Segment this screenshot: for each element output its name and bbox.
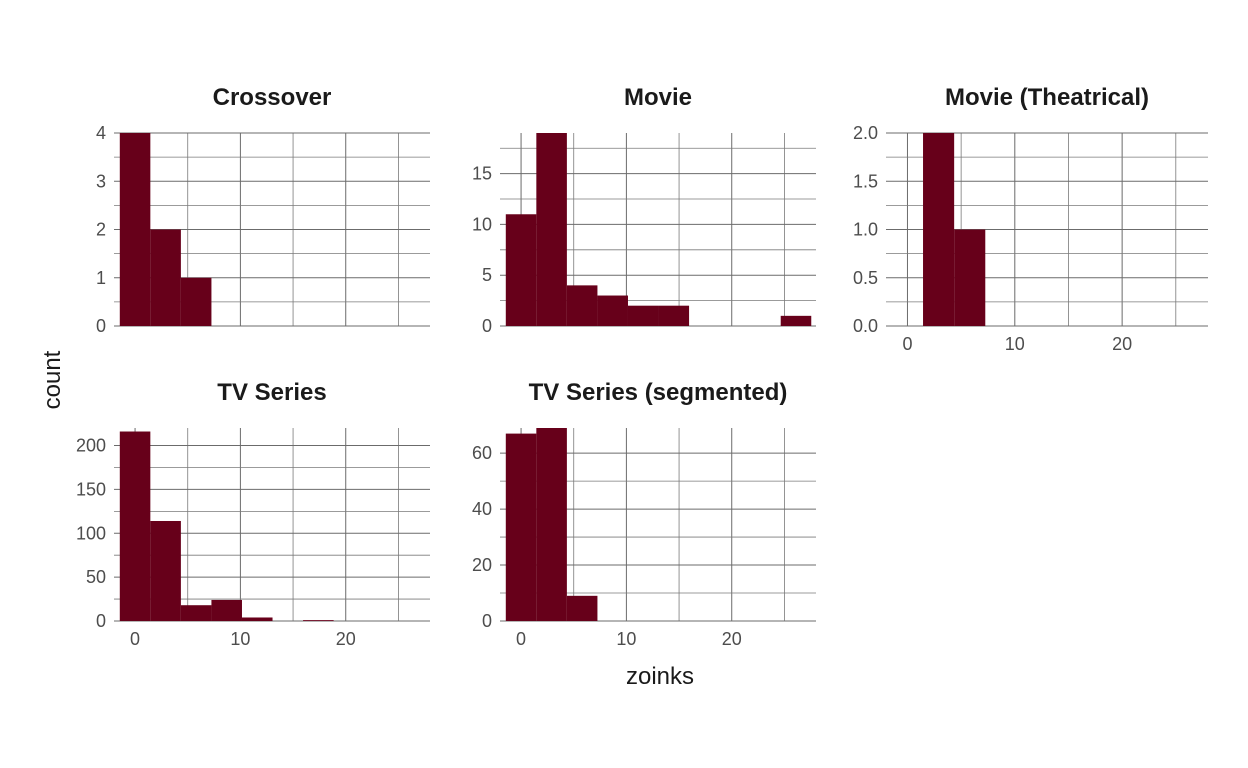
- y-tick-label: 0.5: [853, 268, 878, 288]
- histogram-bar: [505, 433, 537, 621]
- y-tick-label: 0: [482, 611, 492, 631]
- histogram-bar: [150, 520, 181, 621]
- histogram-bar: [536, 428, 567, 621]
- histogram-bar: [241, 617, 273, 621]
- facet-panel: 0 1 2 3 4 Crossover: [96, 84, 430, 336]
- histogram-bar: [505, 214, 537, 326]
- y-tick-label: 15: [472, 164, 492, 184]
- x-tick-label: 20: [722, 629, 742, 649]
- histogram-bar: [211, 599, 242, 621]
- y-tick-label: 1.0: [853, 220, 878, 240]
- y-tick-label: 5: [482, 265, 492, 285]
- y-tick-label: 150: [76, 479, 106, 499]
- x-tick-label: 0: [130, 629, 140, 649]
- histogram-bar: [150, 229, 181, 326]
- facet-title: Crossover: [213, 84, 332, 111]
- y-tick-label: 1: [96, 268, 106, 288]
- histogram-bar: [566, 285, 598, 326]
- y-tick-label: 3: [96, 171, 106, 191]
- histogram-bar: [954, 229, 986, 326]
- y-tick-label: 0.0: [853, 316, 878, 336]
- x-tick-label: 0: [902, 334, 912, 354]
- facet-panel: 0 5 10 15 Movie: [472, 84, 816, 336]
- histogram-bar: [303, 620, 334, 621]
- histogram-bar: [658, 305, 690, 326]
- facet-panel: 0 20 40 60 0 10 20 TV Series (segmented): [472, 379, 816, 649]
- histogram-bar: [180, 277, 212, 326]
- histogram-bar: [780, 315, 812, 326]
- x-tick-label: 20: [336, 629, 356, 649]
- y-tick-label: 40: [472, 499, 492, 519]
- facet-panels: 0 1 2 3 4 Crossover 0 5 10 15 Movie 0.0 0.5 1.0 1.5 2.0…: [76, 84, 1208, 649]
- histogram-bar: [180, 605, 212, 621]
- facet-title: Movie: [624, 84, 692, 111]
- x-tick-label: 10: [616, 629, 636, 649]
- y-tick-label: 100: [76, 523, 106, 543]
- y-axis-title: count: [39, 350, 66, 409]
- histogram-bar: [119, 431, 151, 621]
- x-axis-title: zoinks: [626, 663, 694, 690]
- x-tick-label: 10: [230, 629, 250, 649]
- y-tick-label: 20: [472, 555, 492, 575]
- facet-title: Movie (Theatrical): [945, 84, 1149, 111]
- y-tick-label: 50: [86, 567, 106, 587]
- y-tick-label: 4: [96, 123, 106, 143]
- y-tick-label: 2.0: [853, 123, 878, 143]
- facet-panel: 0 50 100 150 200 0 10 20 TV Series: [76, 379, 430, 649]
- y-tick-label: 10: [472, 214, 492, 234]
- facet-panel: 0.0 0.5 1.0 1.5 2.0 0 10 20 Movie (Theatrical): [853, 84, 1208, 354]
- y-tick-label: 1.5: [853, 171, 878, 191]
- x-tick-label: 10: [1005, 334, 1025, 354]
- histogram-bar: [923, 133, 955, 326]
- y-tick-label: 60: [472, 443, 492, 463]
- x-tick-label: 0: [516, 629, 526, 649]
- y-tick-label: 2: [96, 220, 106, 240]
- y-tick-label: 200: [76, 436, 106, 456]
- histogram-bar: [627, 305, 659, 326]
- histogram-bar: [119, 133, 151, 326]
- histogram-bar: [597, 295, 628, 326]
- y-tick-label: 0: [96, 611, 106, 631]
- histogram-bar: [536, 133, 567, 326]
- x-tick-label: 20: [1112, 334, 1132, 354]
- histogram-bar: [566, 595, 598, 621]
- y-tick-label: 0: [96, 316, 106, 336]
- y-tick-label: 0: [482, 316, 492, 336]
- facet-title: TV Series: [217, 379, 326, 406]
- facet-title: TV Series (segmented): [529, 379, 788, 406]
